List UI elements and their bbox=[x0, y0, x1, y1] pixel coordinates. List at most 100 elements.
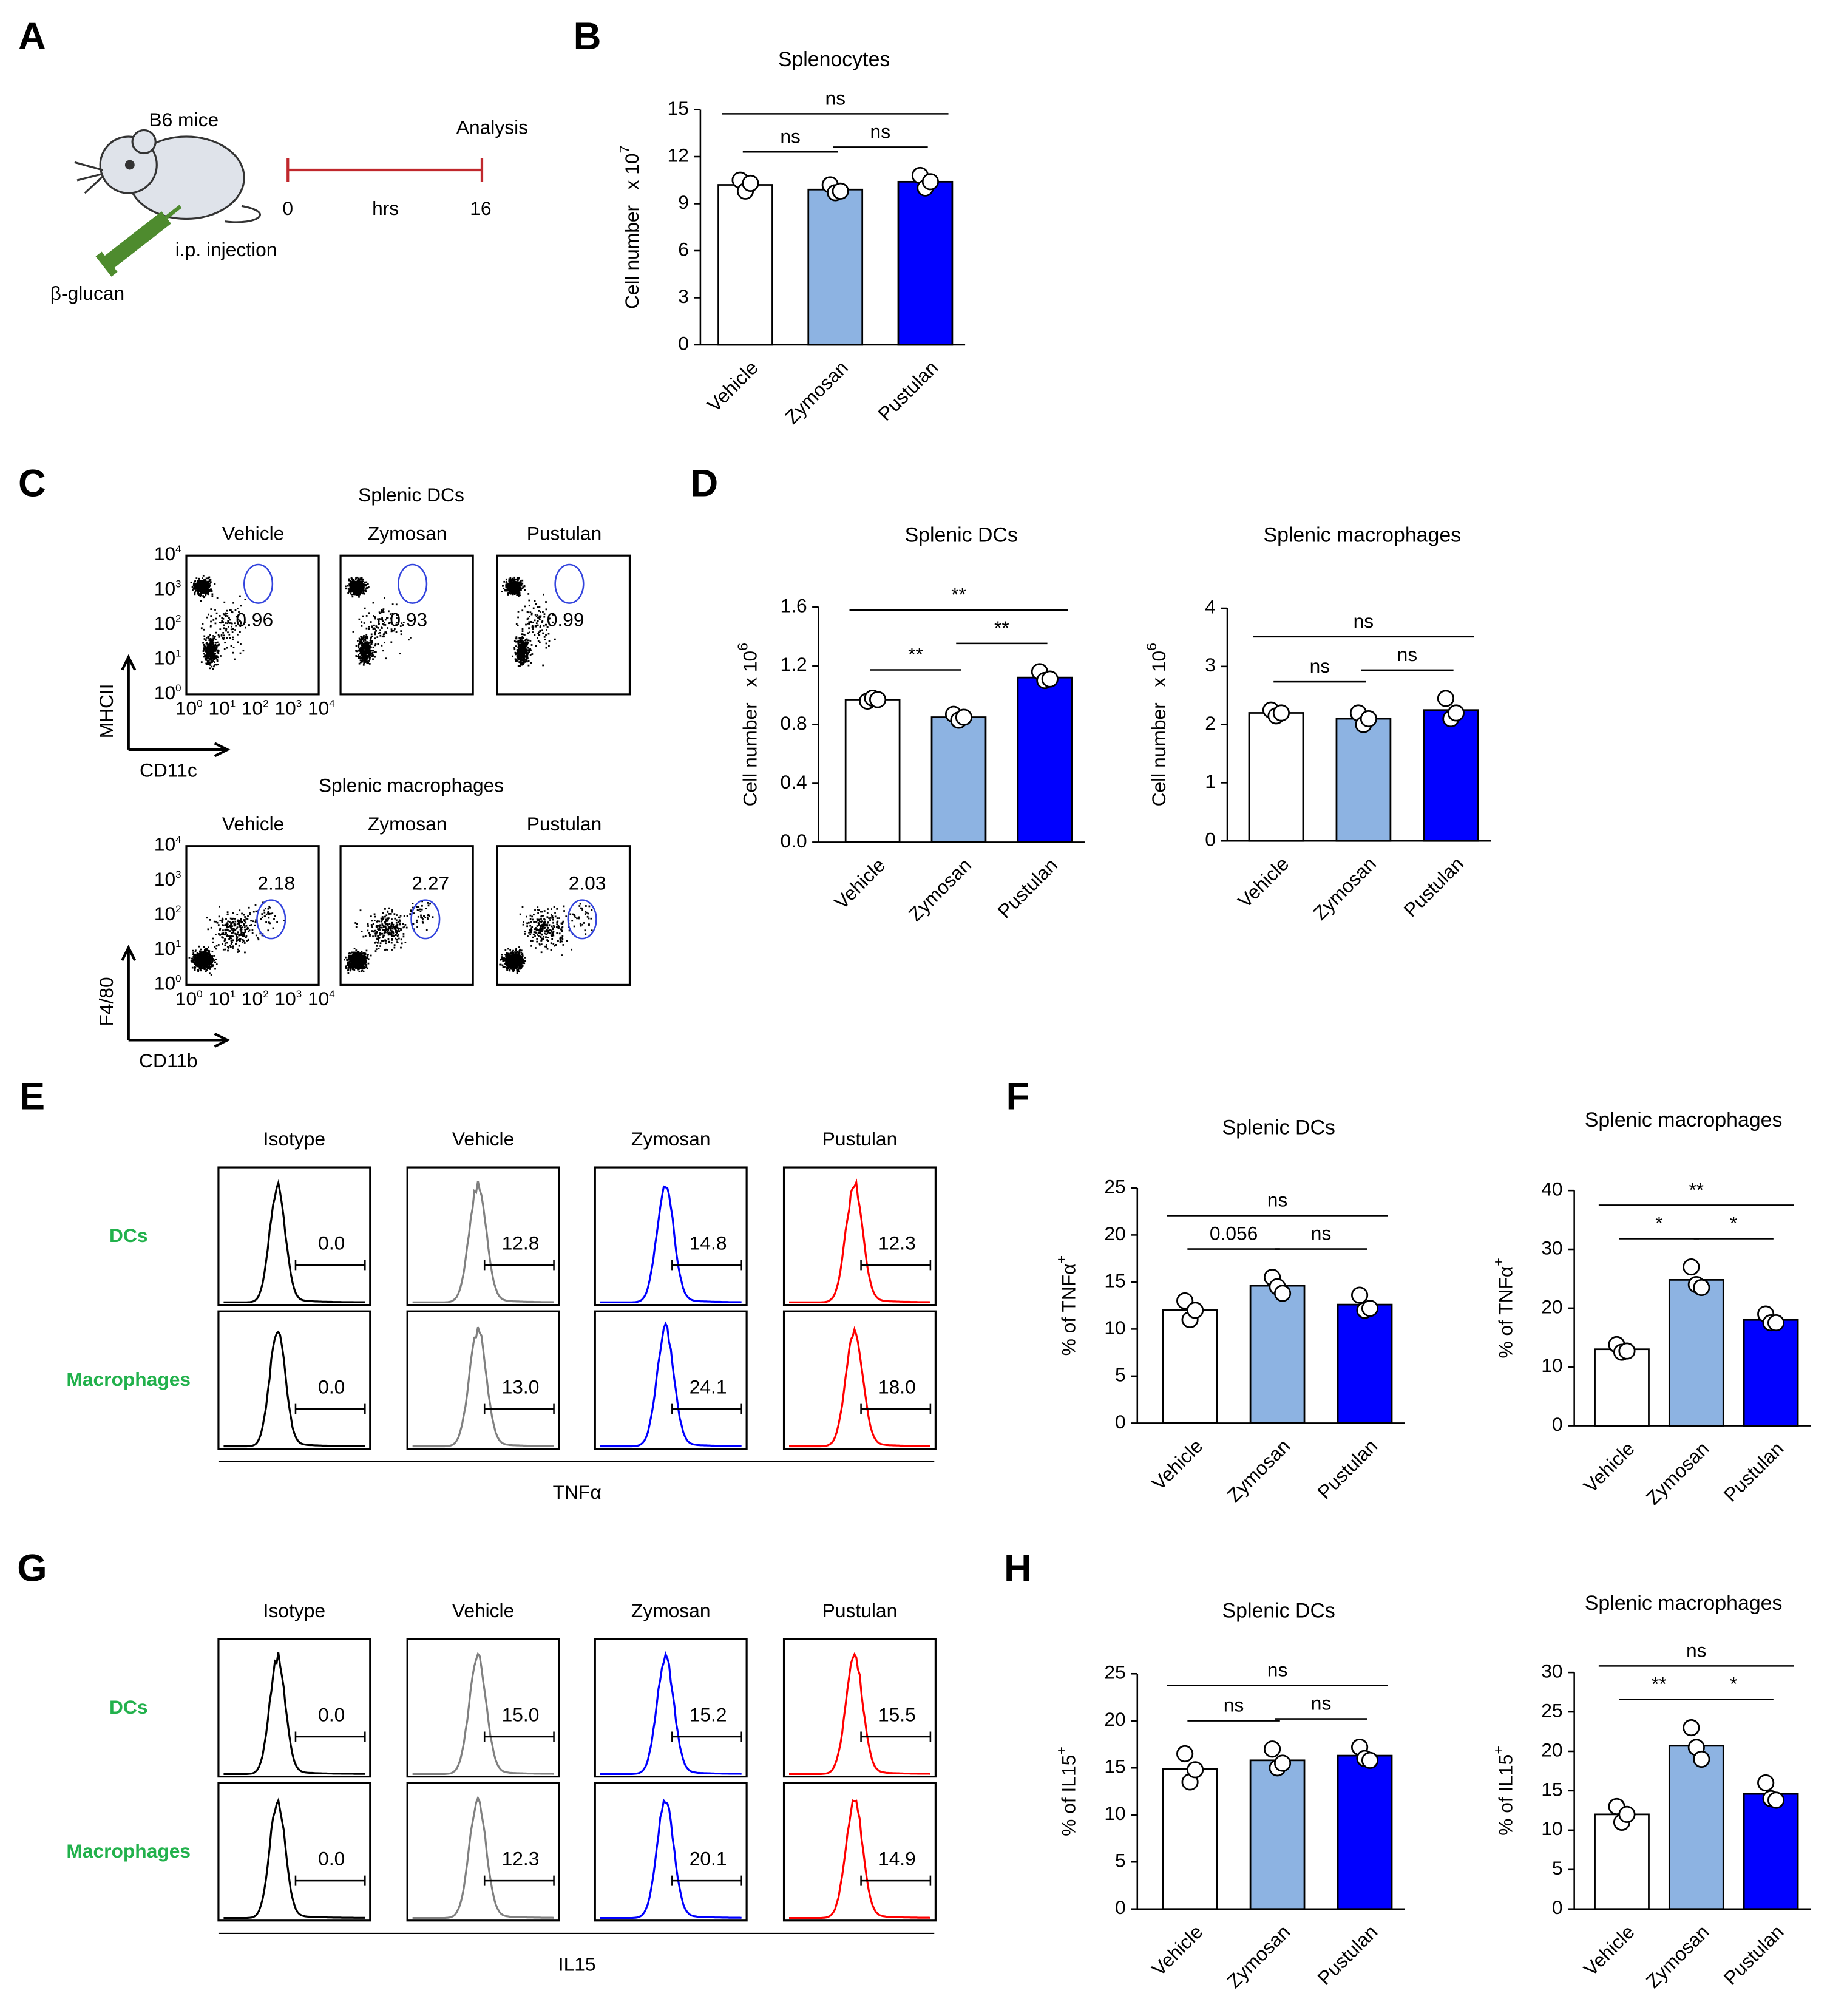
dot bbox=[230, 937, 232, 940]
dot bbox=[545, 601, 547, 603]
y-axis-label: MHCII bbox=[95, 684, 117, 738]
dot bbox=[267, 929, 269, 932]
dot bbox=[377, 626, 379, 629]
dot bbox=[519, 647, 521, 650]
dot bbox=[363, 967, 365, 969]
dot bbox=[357, 586, 359, 588]
dot bbox=[198, 966, 201, 968]
dot bbox=[362, 960, 364, 962]
dot bbox=[235, 943, 237, 945]
dot bbox=[198, 952, 201, 954]
dot bbox=[207, 928, 209, 931]
y-tick-label: 30 bbox=[1541, 1660, 1562, 1682]
gate-percent: 0.99 bbox=[547, 609, 585, 631]
dot bbox=[347, 972, 350, 974]
dot bbox=[514, 651, 517, 654]
dot bbox=[206, 587, 209, 589]
dot bbox=[232, 945, 234, 948]
bar bbox=[1337, 1303, 1393, 1424]
dot bbox=[237, 616, 239, 618]
y-tick-label: 0 bbox=[678, 332, 689, 354]
dot bbox=[378, 620, 380, 622]
dot bbox=[515, 660, 517, 662]
dot bbox=[364, 636, 367, 638]
dot bbox=[510, 585, 513, 588]
dot bbox=[206, 585, 208, 588]
dot bbox=[393, 630, 395, 632]
y-axis-label-text: Cell number bbox=[1148, 702, 1170, 807]
dot bbox=[231, 932, 233, 934]
dot bbox=[382, 608, 385, 610]
dot bbox=[240, 921, 243, 924]
dot bbox=[391, 630, 393, 632]
dot bbox=[372, 923, 374, 925]
dot bbox=[355, 650, 357, 652]
dot bbox=[526, 647, 529, 649]
dot bbox=[199, 957, 202, 959]
bar bbox=[1594, 1348, 1650, 1427]
y-tick-label: 10 bbox=[1541, 1817, 1562, 1839]
dot bbox=[197, 969, 200, 971]
dot bbox=[198, 579, 200, 582]
panel-label: G bbox=[17, 1547, 47, 1590]
dot bbox=[251, 932, 254, 934]
dot bbox=[381, 609, 383, 611]
dot bbox=[243, 933, 245, 935]
data-point bbox=[1041, 670, 1059, 688]
dot bbox=[237, 641, 239, 643]
dot bbox=[223, 637, 225, 639]
dot bbox=[237, 951, 239, 953]
dot bbox=[513, 582, 516, 585]
dot bbox=[208, 653, 210, 656]
dot bbox=[358, 656, 360, 658]
dot bbox=[369, 645, 371, 647]
dot bbox=[348, 578, 350, 580]
dot bbox=[203, 964, 205, 966]
dot bbox=[206, 653, 209, 654]
dot bbox=[524, 652, 527, 654]
bar bbox=[1248, 712, 1304, 842]
dot bbox=[345, 588, 347, 590]
dot bbox=[524, 661, 527, 663]
dot bbox=[523, 645, 525, 648]
dot bbox=[509, 577, 512, 579]
dot bbox=[353, 960, 355, 963]
dot bbox=[521, 647, 523, 648]
dot bbox=[201, 968, 203, 969]
dot bbox=[505, 578, 507, 580]
dot bbox=[383, 623, 385, 626]
dot bbox=[526, 611, 529, 613]
dot bbox=[523, 662, 525, 664]
dot bbox=[521, 579, 524, 582]
dot bbox=[208, 637, 209, 639]
dot bbox=[209, 968, 211, 970]
dot bbox=[351, 956, 353, 959]
dot bbox=[225, 931, 227, 934]
dot bbox=[378, 623, 380, 625]
dot bbox=[212, 647, 214, 649]
dot bbox=[202, 951, 205, 953]
dot bbox=[538, 617, 540, 619]
dot bbox=[526, 653, 529, 656]
dot bbox=[197, 585, 199, 587]
dot bbox=[518, 637, 521, 639]
dot bbox=[210, 926, 212, 929]
dot bbox=[396, 925, 398, 927]
dot bbox=[365, 651, 368, 653]
y-axis-label: Cell numberx 106 bbox=[1144, 643, 1170, 807]
dot bbox=[371, 640, 373, 642]
dot bbox=[209, 659, 211, 661]
dot bbox=[515, 589, 517, 591]
dot bbox=[200, 962, 202, 965]
dot bbox=[503, 587, 505, 589]
dot bbox=[203, 946, 205, 948]
dot bbox=[377, 643, 379, 645]
dot bbox=[214, 622, 217, 625]
dot bbox=[387, 610, 390, 613]
dot bbox=[518, 582, 521, 585]
dot bbox=[357, 965, 359, 968]
dot bbox=[362, 591, 365, 593]
dot bbox=[521, 633, 523, 636]
dot bbox=[370, 637, 372, 640]
dot bbox=[232, 917, 234, 920]
